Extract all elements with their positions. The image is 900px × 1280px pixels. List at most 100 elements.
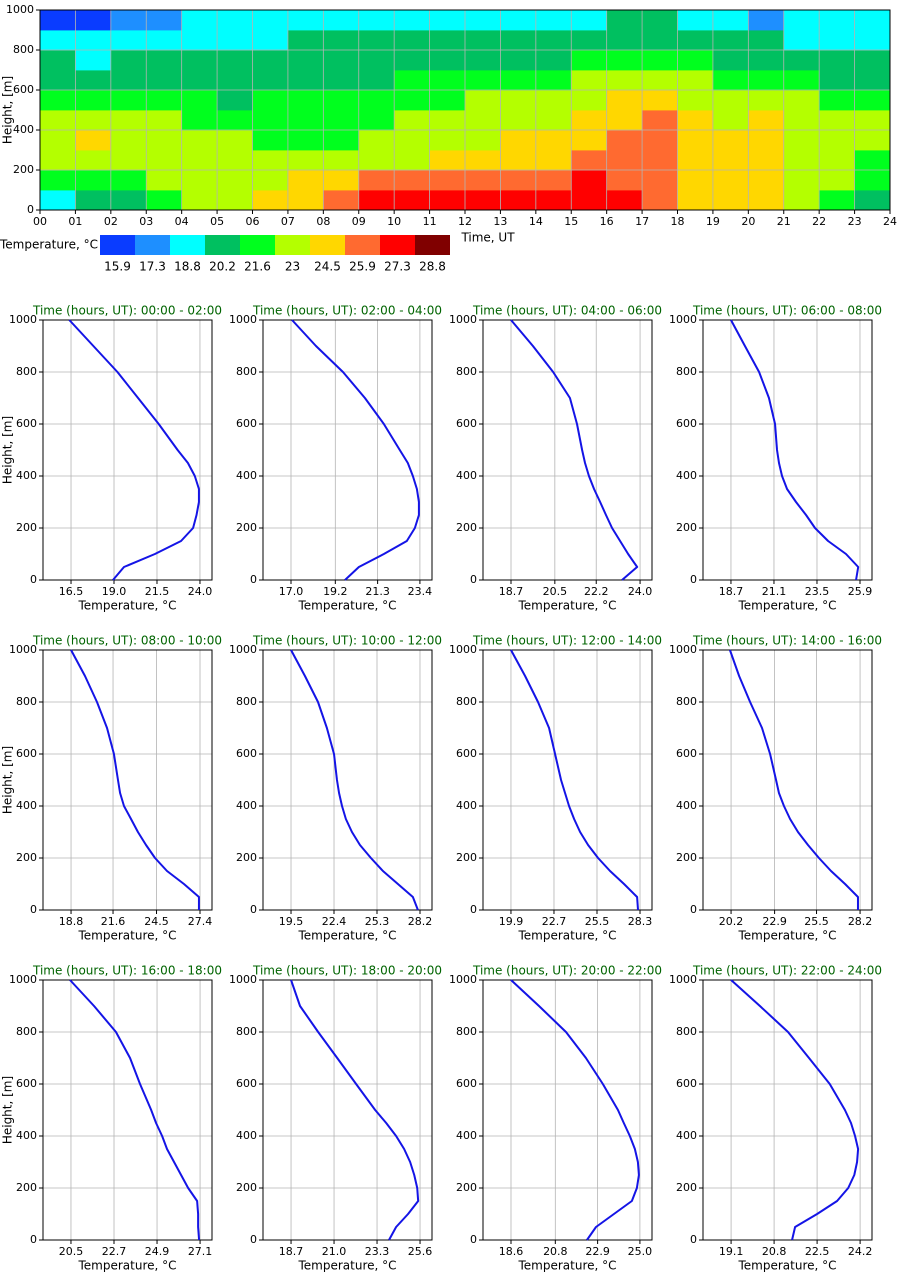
x-tick-label: 22.7 [102, 1245, 127, 1258]
profile-line [68, 319, 200, 581]
x-tick-label: 08 [316, 215, 330, 228]
heatmap-cell [358, 70, 395, 91]
heatmap-cell [429, 190, 466, 211]
heatmap-cell [712, 130, 749, 151]
x-tick-label: 24.0 [628, 585, 653, 598]
heatmap-cell [465, 30, 501, 51]
profile-line [510, 649, 640, 911]
heatmap-cell [535, 130, 572, 151]
heatmap-cell [748, 30, 785, 51]
heatmap-cell [712, 150, 749, 171]
x-tick-label: 19.9 [499, 915, 524, 928]
y-tick-label: 0 [30, 903, 37, 916]
x-tick-label: 02 [104, 215, 118, 228]
heatmap-cell [75, 170, 112, 191]
heatmap-cell [854, 10, 891, 31]
profile-line [510, 319, 639, 581]
heatmap-cell [465, 50, 501, 71]
heatmap-cell [854, 90, 891, 111]
heatmap-cell [642, 10, 678, 31]
y-tick-label: 800 [236, 365, 257, 378]
y-tick-label: 600 [676, 417, 697, 430]
heatmap-cell [181, 190, 218, 211]
heatmap-cell [75, 130, 112, 151]
y-tick-label: 600 [456, 1077, 477, 1090]
heatmap-cell [287, 130, 324, 151]
heatmap-cell [465, 170, 501, 191]
y-tick-label: 800 [676, 1025, 697, 1038]
heatmap-cell [287, 170, 324, 191]
x-tick-label: 04 [175, 215, 189, 228]
heatmap-cell [394, 50, 430, 71]
colorbar-tick-label: 21.6 [244, 260, 271, 274]
y-tick-label: 0 [250, 1233, 257, 1246]
x-tick-label: 22.7 [542, 915, 567, 928]
heatmap-cell [500, 90, 537, 111]
heatmap-cell [571, 150, 608, 171]
heatmap-cell [217, 90, 253, 111]
heatmap-cell [323, 110, 360, 131]
colorbar-swatch [415, 235, 450, 255]
y-tick-label: 1000 [9, 643, 37, 656]
plot-frame [482, 319, 653, 581]
heatmap-cell [712, 10, 749, 31]
y-tick-label: 200 [13, 163, 34, 176]
heatmap-cell [75, 70, 112, 91]
colorbar-tick-label: 24.5 [314, 260, 341, 274]
heatmap-cell [642, 30, 678, 51]
y-tick-label: 0 [30, 573, 37, 586]
heatmap-cell [394, 150, 430, 171]
y-tick-label: 600 [456, 747, 477, 760]
heatmap-cell [819, 150, 855, 171]
x-tick-label: 21.1 [762, 585, 787, 598]
heatmap-cell [181, 130, 218, 151]
heatmap-cell [287, 110, 324, 131]
heatmap-cell [181, 10, 218, 31]
x-tick-label: 20 [741, 215, 755, 228]
heatmap-cell [606, 190, 643, 211]
heatmap-cell [712, 110, 749, 131]
heatmap-cell [854, 150, 891, 171]
heatmap-cell [146, 70, 183, 91]
heatmap-cell [606, 70, 643, 91]
heatmap-cell [429, 10, 466, 31]
heatmap-cell [252, 30, 289, 51]
x-axis-label: Temperature, °C [517, 1259, 616, 1273]
heatmap-cell [500, 70, 537, 91]
x-tick-label: 16 [600, 215, 614, 228]
x-tick-label: 17.0 [279, 585, 304, 598]
heatmap-cell [110, 70, 147, 91]
colorbar-tick-label: 20.2 [209, 260, 236, 274]
heatmap-cell [535, 150, 572, 171]
heatmap-cell [571, 130, 608, 151]
heatmap-cell [465, 190, 501, 211]
y-tick-label: 800 [456, 695, 477, 708]
heatmap-cell [677, 50, 714, 71]
colorbar-swatch [205, 235, 240, 255]
profile-line [730, 319, 860, 581]
colorbar-swatch [310, 235, 345, 255]
y-tick-label: 600 [16, 1077, 37, 1090]
x-axis-label: Temperature, °C [517, 599, 616, 613]
heatmap-cell [535, 10, 572, 31]
heatmap-cell [358, 30, 395, 51]
heatmap-cell [358, 150, 395, 171]
heatmap-cell [358, 130, 395, 151]
heatmap-cell [748, 190, 785, 211]
y-tick-label: 400 [13, 123, 34, 136]
y-tick-label: 600 [16, 417, 37, 430]
heatmap-cell [110, 170, 147, 191]
x-tick-label: 22.5 [805, 1245, 830, 1258]
heatmap-cell [783, 70, 820, 91]
heatmap-cell [677, 110, 714, 131]
y-tick-label: 200 [676, 521, 697, 534]
plot-frame [42, 649, 213, 911]
y-tick-label: 800 [16, 695, 37, 708]
chart-title: Time (hours, UT): 10:00 - 12:00 [252, 634, 442, 648]
chart-title: Time (hours, UT): 14:00 - 16:00 [692, 634, 882, 648]
y-tick-label: 200 [16, 521, 37, 534]
chart-title: Time (hours, UT): 04:00 - 06:00 [472, 304, 662, 318]
x-tick-label: 24 [883, 215, 897, 228]
heatmap-cell [712, 190, 749, 211]
heatmap-cell [75, 30, 112, 51]
